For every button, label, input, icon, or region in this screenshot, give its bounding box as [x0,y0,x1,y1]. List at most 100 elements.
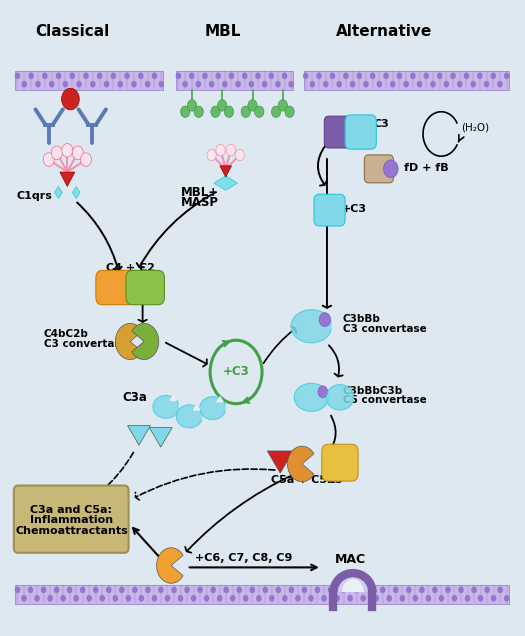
Circle shape [217,100,227,111]
Circle shape [93,587,98,592]
Circle shape [64,81,68,86]
Circle shape [387,596,391,601]
Text: C5: C5 [328,475,343,485]
Circle shape [466,596,469,601]
Circle shape [145,81,150,86]
Text: Alternative: Alternative [336,24,432,39]
Circle shape [329,587,333,592]
Text: MBL+: MBL+ [181,186,218,199]
Circle shape [269,73,274,78]
Circle shape [505,73,509,78]
Circle shape [276,587,280,592]
Wedge shape [288,446,314,481]
FancyBboxPatch shape [345,115,376,149]
Circle shape [194,106,203,118]
Circle shape [185,587,189,592]
Circle shape [357,73,361,78]
Circle shape [165,596,170,601]
Circle shape [285,106,294,118]
Circle shape [381,587,385,592]
FancyBboxPatch shape [14,485,129,553]
Circle shape [70,73,75,78]
Text: C5a + C5b: C5a + C5b [271,475,335,485]
Text: C3 convertase: C3 convertase [44,339,128,349]
Circle shape [453,596,457,601]
FancyBboxPatch shape [15,71,163,90]
Circle shape [446,587,450,592]
Circle shape [237,587,242,592]
Circle shape [55,587,59,592]
Circle shape [43,153,54,167]
Circle shape [22,596,26,601]
Circle shape [391,81,395,86]
FancyBboxPatch shape [96,270,134,305]
Circle shape [478,596,482,601]
Circle shape [198,587,202,592]
Circle shape [426,596,430,601]
Polygon shape [72,186,80,198]
Text: +C3: +C3 [223,366,249,378]
Circle shape [271,106,281,118]
Text: C4bC2b: C4bC2b [44,329,89,340]
Circle shape [118,81,122,86]
Text: fP: fP [325,120,338,130]
Circle shape [417,81,422,86]
Circle shape [348,596,352,601]
Circle shape [420,587,424,592]
Circle shape [397,73,402,78]
Polygon shape [200,397,225,420]
Circle shape [207,149,216,161]
Circle shape [139,596,143,601]
Circle shape [22,81,26,86]
Circle shape [431,81,435,86]
Circle shape [15,73,19,78]
Polygon shape [149,427,172,447]
Circle shape [36,81,40,86]
Circle shape [341,587,345,592]
Circle shape [35,596,39,601]
Polygon shape [214,176,237,190]
Circle shape [317,73,321,78]
Circle shape [505,596,509,601]
Circle shape [337,81,341,86]
Polygon shape [326,385,353,410]
Polygon shape [55,186,62,198]
Circle shape [152,73,156,78]
FancyBboxPatch shape [322,445,358,481]
FancyBboxPatch shape [364,155,393,183]
Circle shape [43,73,47,78]
Circle shape [111,73,116,78]
Circle shape [183,81,187,86]
Circle shape [236,81,240,86]
Circle shape [205,596,208,601]
Circle shape [223,81,227,86]
Circle shape [230,596,235,601]
Circle shape [139,73,143,78]
Circle shape [249,81,254,86]
Circle shape [371,73,375,78]
Circle shape [146,587,150,592]
Text: MASP: MASP [181,196,218,209]
Circle shape [413,596,417,601]
Text: Classical: Classical [35,24,110,39]
Circle shape [444,81,448,86]
Polygon shape [291,310,331,343]
Text: C4 + C2: C4 + C2 [106,263,154,273]
Circle shape [132,81,136,86]
Circle shape [318,386,328,398]
Circle shape [472,587,476,592]
Circle shape [181,106,190,118]
Circle shape [68,587,72,592]
Circle shape [316,587,320,592]
Circle shape [216,144,225,156]
Circle shape [211,106,220,118]
Circle shape [235,149,245,161]
Circle shape [28,587,33,592]
Circle shape [302,587,307,592]
FancyBboxPatch shape [15,584,509,604]
Circle shape [310,81,314,86]
Circle shape [384,73,388,78]
Circle shape [104,81,109,86]
Polygon shape [170,396,176,401]
Text: C3bBbC3b: C3bBbC3b [342,386,403,396]
